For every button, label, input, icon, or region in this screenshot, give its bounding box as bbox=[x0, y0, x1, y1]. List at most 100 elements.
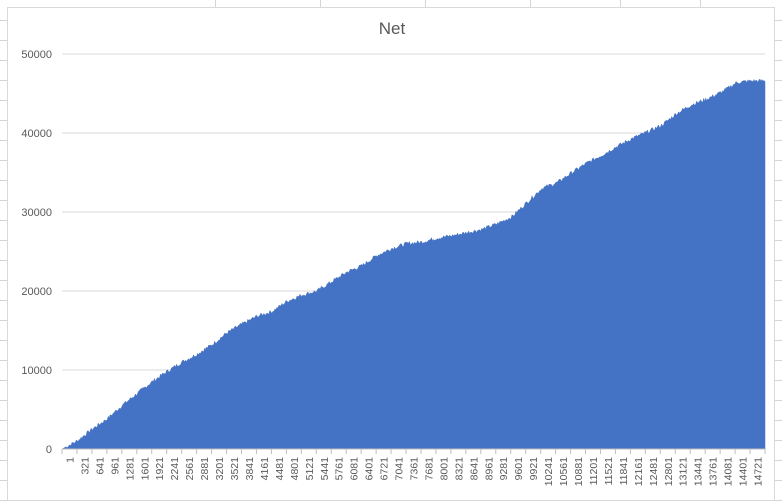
y-axis-labels: 0 10000 20000 30000 40000 50000 bbox=[21, 49, 52, 456]
sheet-gridline bbox=[775, 400, 782, 401]
x-tick-label: 14081 bbox=[723, 457, 735, 486]
sheet-gridline bbox=[0, 240, 8, 241]
x-tick-label: 8001 bbox=[438, 457, 450, 481]
sheet-gridline bbox=[775, 320, 782, 321]
x-tick-label: 5761 bbox=[334, 457, 346, 481]
sheet-gridline bbox=[775, 220, 782, 221]
sheet-gridline bbox=[775, 340, 782, 341]
x-tick-label: 9601 bbox=[513, 457, 525, 481]
x-tick-label: 13761 bbox=[708, 457, 720, 486]
x-tick-label: 8961 bbox=[483, 457, 495, 481]
x-tick-label: 12481 bbox=[648, 457, 660, 486]
x-axis bbox=[61, 448, 766, 454]
sheet-gridline bbox=[425, 0, 426, 8]
x-tick-label: 1 bbox=[64, 457, 76, 463]
sheet-gridline bbox=[0, 280, 8, 281]
sheet-gridline bbox=[775, 280, 782, 281]
sheet-gridline bbox=[0, 300, 8, 301]
x-tick-label: 6721 bbox=[379, 457, 391, 481]
x-tick-label: 13121 bbox=[678, 457, 690, 486]
sheet-gridline bbox=[0, 140, 8, 141]
x-tick-label: 11841 bbox=[618, 457, 630, 486]
x-tick-label: 5441 bbox=[319, 457, 331, 481]
sheet-gridline bbox=[775, 420, 782, 421]
sheet-gridline bbox=[320, 0, 321, 8]
sheet-gridline bbox=[775, 380, 782, 381]
x-tick-label: 14721 bbox=[753, 457, 765, 486]
sheet-gridline bbox=[0, 180, 8, 181]
x-tick-label: 4801 bbox=[289, 457, 301, 481]
sheet-gridline bbox=[700, 0, 701, 8]
sheet-gridline bbox=[775, 360, 782, 361]
sheet-gridline bbox=[0, 420, 8, 421]
x-tick-label: 13441 bbox=[693, 457, 705, 486]
sheet-gridline bbox=[775, 260, 782, 261]
x-tick-label: 9281 bbox=[498, 457, 510, 481]
x-tick-label: 2241 bbox=[169, 457, 181, 481]
sheet-gridline bbox=[0, 80, 8, 81]
sheet-gridline bbox=[775, 120, 782, 121]
sheet-gridline bbox=[0, 220, 8, 221]
y-tick-label: 10000 bbox=[21, 365, 52, 377]
x-tick-label: 11521 bbox=[603, 457, 615, 486]
sheet-gridline bbox=[0, 380, 8, 381]
sheet-gridline bbox=[0, 440, 8, 441]
x-axis-labels: 1 321 641 961 1281 1601 1921 2241 2561 2881 3201 35… bbox=[64, 457, 764, 486]
sheet-gridline bbox=[0, 460, 8, 461]
x-tick-label: 7041 bbox=[394, 457, 406, 481]
sheet-gridline bbox=[775, 440, 782, 441]
sheet-gridline bbox=[775, 80, 782, 81]
sheet-gridline bbox=[0, 480, 8, 481]
x-tick-label: 7681 bbox=[423, 457, 435, 481]
sheet-gridline bbox=[775, 140, 782, 141]
x-tick-label: 9921 bbox=[528, 457, 540, 481]
sheet-gridline bbox=[775, 300, 782, 301]
sheet-gridline bbox=[0, 320, 8, 321]
x-tick-label: 3521 bbox=[229, 457, 241, 481]
sheet-gridline bbox=[775, 40, 782, 41]
x-tick-label: 12161 bbox=[633, 457, 645, 486]
sheet-gridline bbox=[775, 100, 782, 101]
x-tick-label: 10241 bbox=[543, 457, 555, 486]
x-tick-label: 11201 bbox=[588, 457, 600, 486]
x-tick-label: 2881 bbox=[199, 457, 211, 481]
sheet-gridline bbox=[0, 360, 8, 361]
y-tick-label: 30000 bbox=[21, 207, 52, 219]
x-tick-label: 6081 bbox=[349, 457, 361, 481]
sheet-gridline bbox=[0, 200, 8, 201]
sheet-gridline bbox=[775, 60, 782, 61]
x-tick-label: 1601 bbox=[139, 457, 151, 481]
x-tick-label: 12801 bbox=[663, 457, 675, 486]
sheet-gridline bbox=[0, 20, 8, 21]
sheet-gridline bbox=[775, 460, 782, 461]
sheet-gridline bbox=[0, 260, 8, 261]
sheet-gridline bbox=[775, 160, 782, 161]
x-tick-label: 321 bbox=[79, 457, 91, 475]
sheet-gridline bbox=[530, 0, 531, 8]
x-tick-label: 3841 bbox=[244, 457, 256, 481]
sheet-gridline bbox=[215, 0, 216, 8]
x-tick-label: 10561 bbox=[558, 457, 570, 486]
x-tick-label: 2561 bbox=[184, 457, 196, 481]
sheet-gridline bbox=[0, 100, 8, 101]
sheet-gridline bbox=[620, 0, 621, 8]
chart-title: Net bbox=[379, 19, 406, 38]
x-tick-label: 641 bbox=[94, 457, 106, 475]
x-tick-label: 5121 bbox=[304, 457, 316, 481]
x-tick-label: 8641 bbox=[468, 457, 480, 481]
x-tick-label: 14401 bbox=[738, 457, 750, 486]
x-tick-label: 7361 bbox=[409, 457, 421, 481]
sheet-gridline bbox=[0, 340, 8, 341]
x-tick-label: 961 bbox=[109, 457, 121, 475]
sheet-gridline bbox=[775, 480, 782, 481]
sheet-gridline bbox=[0, 60, 8, 61]
sheet-gridline bbox=[775, 200, 782, 201]
chart-container[interactable]: Net 0 10000 20000 30000 40000 50000 1 321 641 96… bbox=[7, 7, 775, 501]
sheet-gridline bbox=[0, 400, 8, 401]
sheet-gridline bbox=[775, 240, 782, 241]
x-tick-label: 4481 bbox=[274, 457, 286, 481]
x-tick-label: 10881 bbox=[573, 457, 585, 486]
sheet-gridline bbox=[775, 180, 782, 181]
